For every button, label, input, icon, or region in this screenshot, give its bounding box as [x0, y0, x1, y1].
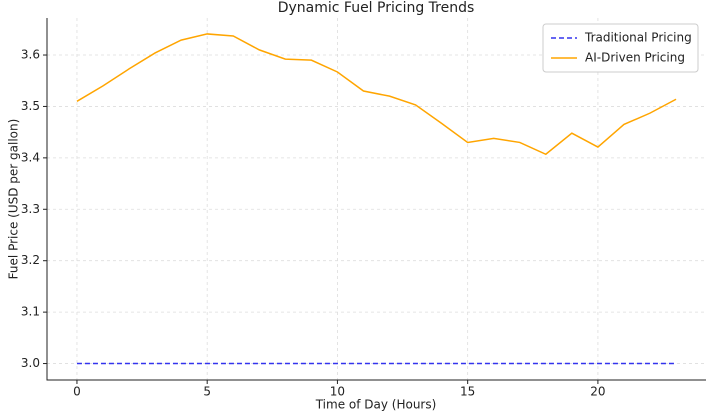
axis-frame: [46, 18, 706, 381]
y-axis-label: Fuel Price (USD per gallon): [7, 119, 21, 280]
legend-label: Traditional Pricing: [584, 31, 692, 45]
x-tick-label: 5: [203, 385, 211, 399]
y-tick-label: 3.4: [21, 150, 40, 164]
y-tick-label: 3.5: [21, 99, 40, 113]
x-tick-label: 10: [330, 385, 345, 399]
y-tick-label: 3.3: [21, 202, 40, 216]
x-tick-label: 15: [460, 385, 475, 399]
y-tick-label: 3.0: [21, 356, 40, 370]
y-tick-label: 3.1: [21, 305, 40, 319]
x-axis-label: Time of Day (Hours): [315, 398, 437, 412]
legend: Traditional Pricing AI-Driven Pricing: [542, 23, 699, 73]
y-tick-label: 3.6: [21, 48, 40, 62]
legend-label: AI-Driven Pricing: [585, 51, 685, 65]
x-tick-label: 20: [590, 385, 605, 399]
x-tick-label: 0: [73, 385, 81, 399]
y-tick-label: 3.2: [21, 253, 40, 267]
legend-box: [542, 23, 699, 73]
line-series: [76, 33, 677, 156]
chart-title: Dynamic Fuel Pricing Trends: [278, 0, 475, 16]
